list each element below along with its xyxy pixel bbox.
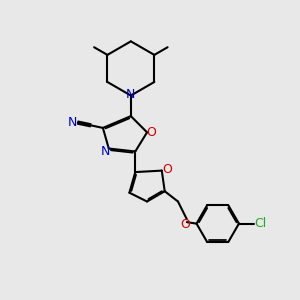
Text: N: N: [68, 116, 77, 128]
Text: O: O: [162, 163, 172, 176]
Text: O: O: [146, 126, 156, 139]
Text: N: N: [101, 145, 110, 158]
Text: Cl: Cl: [255, 217, 267, 230]
Text: O: O: [180, 218, 190, 231]
Text: N: N: [126, 88, 136, 100]
